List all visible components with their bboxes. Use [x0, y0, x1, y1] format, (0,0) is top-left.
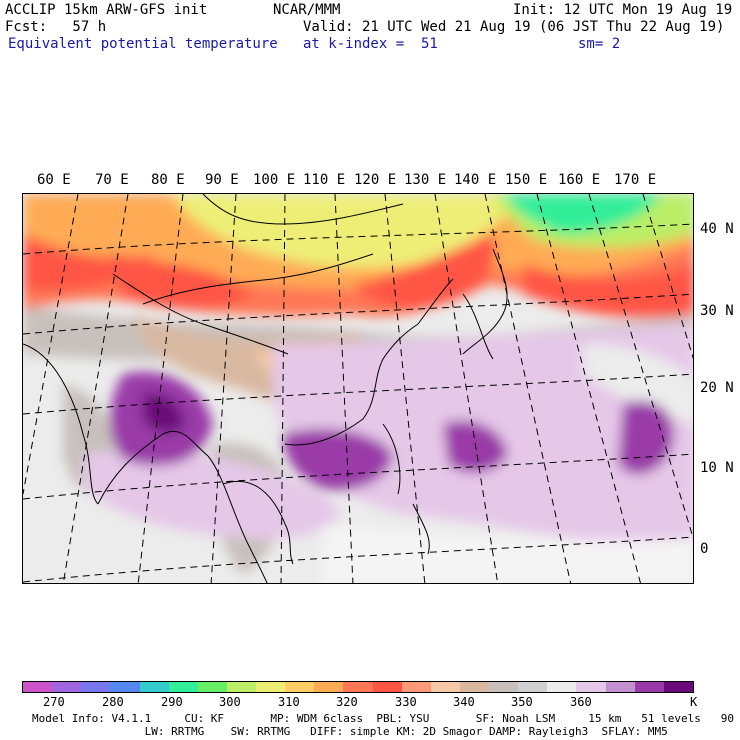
forecast-hour: Fcst: 57 h	[5, 19, 107, 35]
lat-label: 20 N	[700, 380, 734, 396]
lon-label: 60 E	[37, 172, 71, 188]
lon-label: 170 E	[614, 172, 657, 188]
colorbar-swatch	[168, 682, 198, 692]
colorbar-swatch	[576, 682, 606, 692]
colorbar-swatch	[459, 682, 489, 692]
model-info-line2: LW: RRTMG SW: RRTMG DIFF: simple KM: 2D …	[32, 725, 668, 738]
colorbar-label: 360	[570, 695, 592, 709]
colorbar-swatch	[489, 682, 519, 692]
lon-label: 80 E	[151, 172, 185, 188]
colorbar-swatch	[401, 682, 431, 692]
institution-label: NCAR/MMM	[273, 2, 341, 18]
lon-label: 140 E	[454, 172, 497, 188]
model-title: ACCLIP 15km ARW-GFS init	[5, 2, 208, 18]
level-label: at k-index = 51	[303, 36, 438, 52]
colorbar-swatch	[518, 682, 548, 692]
colorbar-swatch	[605, 682, 635, 692]
colorbar-label: 280	[102, 695, 124, 709]
colorbar-swatch	[663, 682, 693, 692]
lat-label: 30 N	[700, 303, 734, 319]
lon-label: 110 E	[303, 172, 346, 188]
smoothing-label: sm= 2	[578, 36, 621, 52]
colorbar-swatch	[372, 682, 402, 692]
field-name: Equivalent potential temperature	[8, 36, 278, 52]
colorbar-swatch	[547, 682, 577, 692]
map-field-svg	[23, 194, 693, 583]
lat-label: 40 N	[700, 221, 734, 237]
colorbar-swatch	[23, 682, 53, 692]
lat-label: 0	[700, 541, 709, 557]
colorbar-label: 300	[219, 695, 241, 709]
colorbar-label: 270	[43, 695, 65, 709]
colorbar-swatch	[81, 682, 111, 692]
colorbar-swatch	[139, 682, 169, 692]
colorbar-swatch	[343, 682, 373, 692]
colorbar-swatch	[430, 682, 460, 692]
colorbar-swatch	[110, 682, 140, 692]
colorbar-label: 290	[161, 695, 183, 709]
colorbar-swatch	[634, 682, 664, 692]
colorbar-swatch	[52, 682, 82, 692]
colorbar-swatch	[314, 682, 344, 692]
colorbar-label: 310	[278, 695, 300, 709]
colorbar-label: 340	[453, 695, 475, 709]
colorbar-swatch	[197, 682, 227, 692]
colorbar-label: 350	[511, 695, 533, 709]
lon-label: 90 E	[205, 172, 239, 188]
lat-label: 10 N	[700, 460, 734, 476]
theta-e-map	[22, 193, 694, 584]
model-info-line1: Model Info: V4.1.1 CU: KF MP: WDM 6class…	[32, 712, 740, 725]
colorbar-label: 320	[336, 695, 358, 709]
init-time: Init: 12 UTC Mon 19 Aug 19	[513, 2, 733, 18]
lon-label: 160 E	[558, 172, 601, 188]
lon-label: 70 E	[95, 172, 129, 188]
colorbar-label: 330	[395, 695, 417, 709]
lon-label: 130 E	[404, 172, 447, 188]
colorbar-swatch	[226, 682, 256, 692]
lon-label: 150 E	[505, 172, 548, 188]
lon-label: 100 E	[253, 172, 296, 188]
valid-time: Valid: 21 UTC Wed 21 Aug 19 (06 JST Thu …	[303, 19, 725, 35]
colorbar	[22, 681, 694, 693]
colorbar-unit: K	[690, 695, 698, 709]
colorbar-swatch	[285, 682, 315, 692]
lon-label: 120 E	[354, 172, 397, 188]
colorbar-swatch	[256, 682, 286, 692]
